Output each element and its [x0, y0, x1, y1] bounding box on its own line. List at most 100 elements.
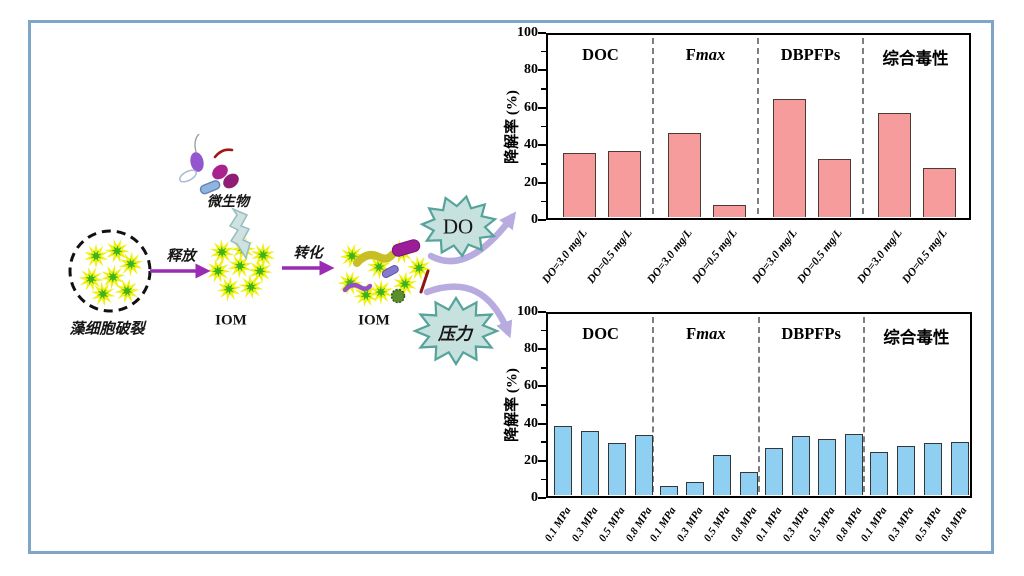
section-divider	[757, 317, 760, 492]
microbe-capsule-icon	[391, 239, 421, 257]
iom-label-1: IOM	[215, 312, 247, 329]
section-divider	[757, 38, 759, 214]
microbe-capsule-icon	[199, 180, 221, 195]
lightning-bolt-icon	[228, 207, 251, 260]
y-minor-tick-mark	[541, 163, 546, 165]
iom-star-core	[111, 245, 123, 257]
y-minor-tick-mark	[541, 125, 546, 128]
bar	[923, 167, 957, 217]
bar	[791, 436, 810, 495]
y-tick-label: 0	[531, 212, 538, 227]
y-minor-tick-mark	[541, 50, 546, 53]
y-tick-label: 100	[517, 25, 538, 40]
y-minor-tick-mark	[541, 478, 546, 481]
x-tick-label: DO=3.0 mg/L	[854, 227, 905, 286]
bar	[713, 205, 747, 217]
x-tick-label: 0.1 MPa	[542, 505, 574, 544]
bar	[554, 426, 573, 495]
release-arrow-label: 释放	[166, 248, 196, 265]
transformed-iom-microbes	[342, 239, 430, 304]
y-tick-mark	[538, 348, 546, 351]
y-tick-mark	[538, 219, 546, 221]
x-tick-label: DO=3.0 mg/L	[644, 227, 695, 286]
y-tick-label: 60	[524, 99, 538, 115]
y-tick-mark	[538, 422, 546, 425]
bar	[563, 153, 596, 217]
iom-star-core	[234, 260, 246, 272]
x-tick-label: DO=3.0 mg/L	[749, 227, 800, 286]
iom-label-2: IOM	[358, 312, 390, 329]
bar	[773, 98, 806, 217]
bar	[878, 113, 911, 217]
microbe-teardrop-icon	[190, 152, 204, 172]
bar	[634, 435, 653, 495]
iom-star-core	[399, 278, 411, 290]
iom-star-core	[125, 258, 137, 270]
microbe-flagellum	[194, 133, 200, 153]
iom-star-core	[346, 250, 358, 262]
bar	[581, 430, 600, 495]
bar	[668, 133, 701, 217]
plot-area: DOC Fmax DBPFPs 综合毒性	[546, 312, 972, 498]
y-tick-mark	[538, 311, 546, 313]
microbe-worm-icon	[342, 282, 373, 293]
microbe-capsule-icon	[381, 265, 399, 279]
iom-star-core	[373, 261, 385, 273]
iom-star-core	[212, 265, 224, 277]
iom-star-core	[216, 246, 228, 258]
y-minor-tick-mark	[541, 404, 546, 406]
pressure-effect-chart: 降解率 (%) DOC Fmax DBPFPs 综合毒性 0 20 40 60 80 100 0.1 …	[498, 299, 1024, 576]
plot-area: DOC Fmax DBPFPs 综合毒性	[546, 33, 971, 220]
transform-arrow-label: 转化	[293, 245, 323, 262]
y-tick-label: 60	[524, 378, 538, 394]
iom-star-particles	[78, 237, 432, 308]
microbes-label: 微生物	[207, 195, 249, 210]
starburst-shapes	[412, 194, 500, 367]
section-divider	[862, 38, 864, 214]
microbe-filament-icon	[213, 148, 234, 159]
pressure-burst-label: 压力	[438, 324, 472, 344]
microbe-sphere-icon	[390, 288, 406, 304]
figure-border	[28, 20, 994, 554]
bar	[818, 158, 852, 217]
do-burst-label: DO	[442, 214, 474, 239]
x-tick-label: 0.5 MPa	[701, 505, 733, 544]
x-tick-label: DO=0.5 mg/L	[689, 227, 740, 286]
section-label: DBPFPs	[780, 45, 841, 64]
y-tick-mark	[538, 459, 546, 462]
bar	[923, 442, 942, 495]
y-tick-label: 40	[524, 415, 538, 431]
bar	[740, 472, 759, 495]
iom-star-core	[254, 265, 266, 277]
x-tick-label: DO=0.5 mg/L	[899, 227, 950, 286]
section-label: 综合毒性	[883, 328, 950, 347]
iom-star-core	[97, 288, 109, 300]
y-tick-mark	[538, 106, 546, 109]
iom-star-core	[107, 271, 119, 283]
x-tick-label: DO=0.5 mg/L	[584, 227, 635, 286]
bar	[608, 151, 642, 217]
bar	[659, 486, 678, 495]
iom-star-core	[360, 289, 372, 301]
y-minor-tick-mark	[541, 200, 546, 203]
y-tick-mark	[538, 385, 546, 388]
y-tick-label: 20	[524, 452, 538, 468]
bar	[950, 441, 969, 495]
iom-star-core	[413, 262, 425, 274]
section-divider	[652, 317, 655, 492]
microbe-banana-icon	[353, 251, 396, 267]
y-tick-label: 20	[524, 174, 538, 190]
section-label: Fmax	[686, 324, 726, 343]
microbe-icons	[179, 133, 239, 195]
do-starburst-icon	[419, 194, 498, 258]
do-effect-chart: 降解率 (%) DOC Fmax DBPFPs 综合毒性 0 20 40 60 80 100 DO=3…	[498, 20, 1024, 299]
microbe-lobe-icon	[223, 173, 239, 189]
y-minor-tick-mark	[541, 88, 546, 90]
y-tick-label: 100	[517, 304, 538, 319]
x-tick-label: DO=0.5 mg/L	[794, 227, 845, 286]
microbe-filament-icon	[419, 269, 430, 294]
iom-star-core	[344, 277, 356, 289]
iom-star-core	[257, 249, 269, 261]
